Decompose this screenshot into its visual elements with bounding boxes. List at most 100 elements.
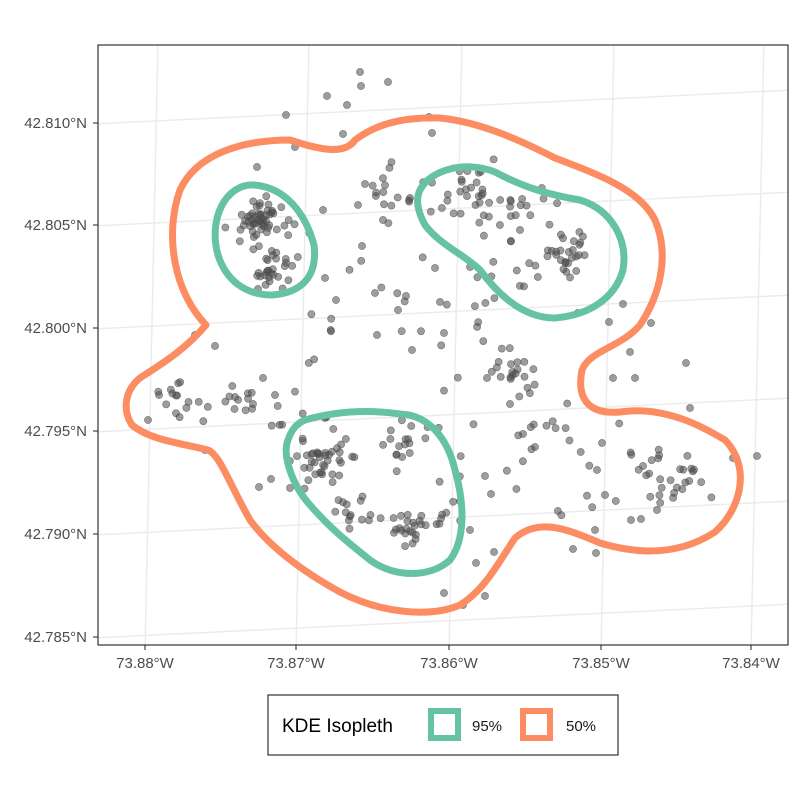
gps-point [574,251,583,259]
gps-point [481,592,489,600]
gps-point [565,436,574,445]
gps-point [265,277,274,286]
gps-point [484,212,493,221]
gps-point [302,451,311,460]
gps-point [354,201,362,209]
gps-point [681,478,690,487]
gps-point [387,201,396,210]
gps-point [506,237,515,246]
legend-label-50: 50% [566,718,596,735]
gps-point [653,506,661,514]
gps-point [319,461,327,469]
gps-point [318,470,326,479]
gps-point [376,514,385,522]
gps-point [508,368,517,376]
y-tick-label: 42.785°N [24,629,87,646]
gps-point [490,294,499,302]
y-tick-label: 42.810°N [24,115,87,132]
gps-point [332,296,340,304]
gps-point [553,199,561,208]
gps-point [515,392,524,401]
gps-point [473,322,481,331]
gps-point [346,511,355,519]
gps-point [637,515,645,523]
gps-point [323,92,331,100]
gps-point [386,435,395,443]
gps-point [341,435,350,443]
gps-point [384,78,392,86]
gps-point [331,507,340,516]
gps-point [339,130,347,138]
gps-point [262,228,271,237]
gps-point [203,402,212,411]
gps-point [513,358,522,367]
gps-point [519,457,527,466]
gps-point [437,341,446,350]
y-tick-label: 42.795°N [24,423,87,440]
gps-point [512,266,521,275]
gps-point [235,237,244,246]
gps-point [598,439,606,447]
gps-point [310,458,319,467]
gps-point [327,314,336,323]
graticule-line [98,89,788,125]
gps-point [329,425,338,433]
map-panel [97,44,789,646]
legend-key-50 [520,708,553,741]
gps-point [551,424,560,432]
gps-point [154,387,163,396]
gps-point [506,400,514,408]
gps-point [431,264,439,272]
gps-point [592,549,600,557]
gps-point [456,452,465,460]
gps-point [654,445,663,454]
x-tick-label: 73.88°W [116,655,175,672]
gps-point [442,300,451,309]
gps-point [361,180,369,188]
gps-point [545,220,554,229]
gps-point [479,231,488,240]
graticule-line [750,45,765,645]
gps-point [609,374,617,382]
gps-point [417,520,425,529]
gps-point [291,387,299,396]
y-axis: 42.785°N 42.790°N 42.795°N 42.800°N 42.8… [24,115,87,646]
x-tick-label: 73.84°W [722,655,781,672]
gps-point [440,589,448,597]
gps-point [561,424,570,432]
gps-point [646,492,655,501]
gps-point [479,337,488,345]
gps-point [267,475,275,483]
isopleth-50-outline [122,114,744,616]
gps-point [267,247,276,255]
gps-point [495,221,504,229]
gps-point [519,430,527,438]
gps-point [505,344,514,352]
gps-point [371,289,379,297]
gps-point [231,393,239,401]
gps-point [470,302,479,310]
gps-point [199,417,208,426]
gps-point [386,426,395,435]
gps-point [392,450,401,459]
gps-point [401,440,409,449]
gps-point [262,192,271,201]
gps-point [449,497,457,506]
gps-point [529,365,538,373]
gps-point [246,211,255,220]
x-tick-label: 73.86°W [420,655,479,672]
gps-point [449,209,458,218]
gps-point [631,374,639,382]
gps-point [298,409,307,418]
gps-point [304,359,313,367]
gps-point [256,199,264,207]
gps-point [686,404,694,412]
gps-point [282,111,290,119]
gps-point [211,342,219,350]
gps-point [372,188,380,197]
gps-point [390,528,398,537]
gps-point [563,399,572,408]
isopleth-95-outline-northwest [211,181,319,299]
gps-point [494,357,503,366]
